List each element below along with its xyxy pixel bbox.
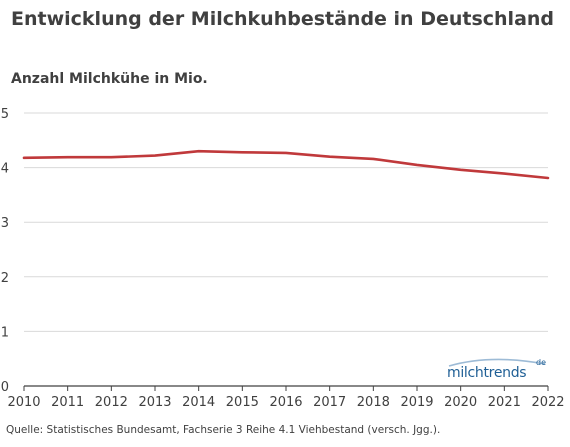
x-tick-labels: 2010 2011 2012 2013 2014 2015 2016 2017 2018 2019… (7, 386, 565, 410)
y-tick-label: 4 (1, 162, 9, 177)
y-tick-label: 5 (1, 107, 9, 122)
x-tick-label: 2021 (488, 395, 521, 410)
y-tick-label: 1 (1, 325, 9, 340)
x-tick-label: 2020 (444, 395, 477, 410)
x-tick-label: 2013 (138, 395, 171, 410)
chart-title: Entwicklung der Milchkuhbestände in Deut… (11, 8, 555, 30)
y-tick-labels: 0 1 2 3 4 5 (1, 107, 9, 395)
logo-swoosh (448, 358, 546, 367)
x-tick-label: 2015 (226, 395, 259, 410)
logo-text: milchtrends (447, 365, 527, 381)
x-tick-label: 2018 (357, 395, 390, 410)
y-tick-label: 2 (1, 271, 9, 286)
logo-suffix: de (536, 358, 546, 367)
x-tick-label: 2022 (531, 395, 564, 410)
y-axis-label: Anzahl Milchkühe in Mio. (11, 71, 208, 87)
x-tick-label: 2011 (51, 395, 84, 410)
y-tick-label: 3 (1, 216, 9, 231)
source-note: Quelle: Statistisches Bundesamt, Fachser… (6, 424, 441, 436)
x-tick-label: 2012 (95, 395, 128, 410)
milchtrends-logo: milchtrends de (441, 356, 551, 388)
y-tick-label: 0 (1, 380, 9, 395)
series-group (22, 149, 550, 180)
x-tick-label: 2014 (182, 395, 215, 410)
x-tick-label: 2017 (313, 395, 346, 410)
x-tick-label: 2010 (7, 395, 40, 410)
x-tick-label: 2019 (400, 395, 433, 410)
x-tick-label: 2016 (269, 395, 302, 410)
series-line (22, 149, 550, 180)
